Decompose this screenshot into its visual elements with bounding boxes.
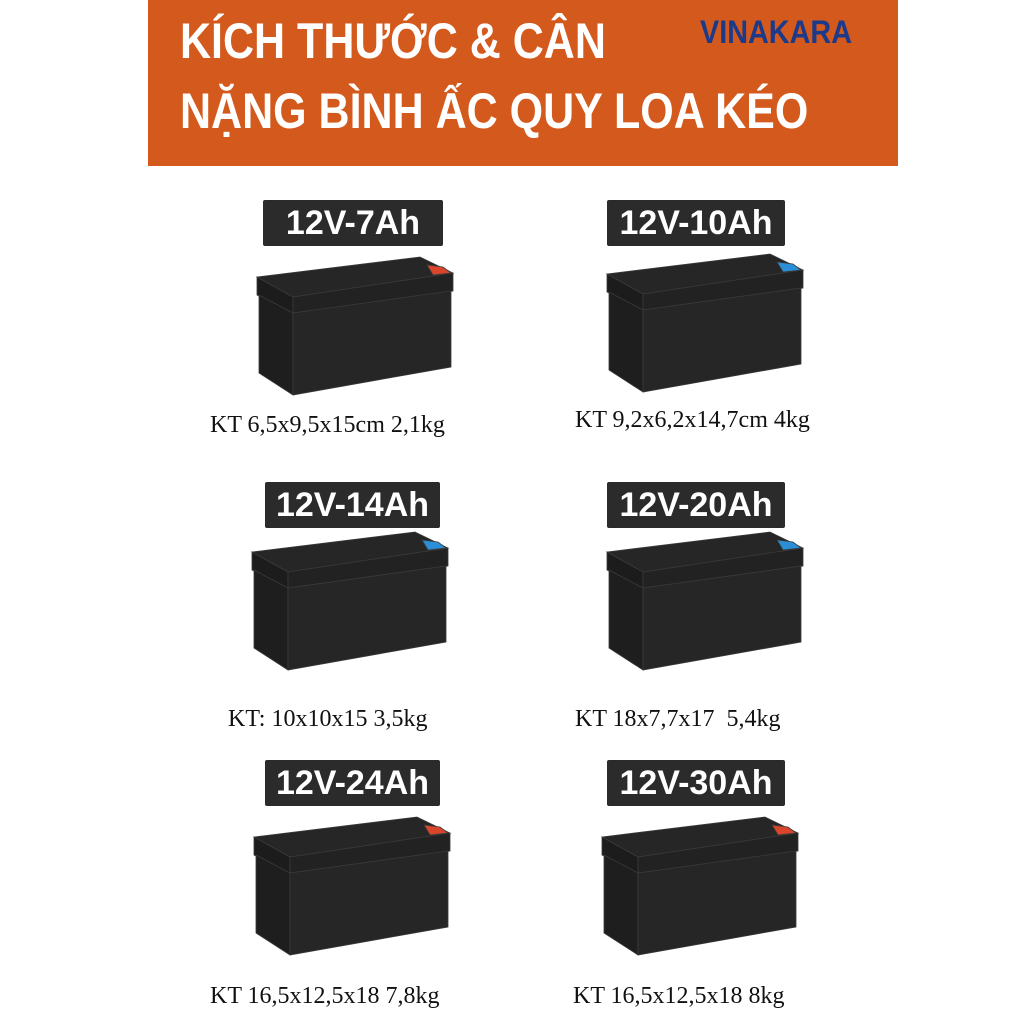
battery-image bbox=[605, 531, 805, 671]
battery-lid-front bbox=[637, 832, 799, 874]
battery-lid-front bbox=[289, 832, 451, 874]
capacity-label: 12V-24Ah bbox=[265, 760, 440, 806]
battery-side bbox=[253, 569, 289, 671]
battery-lid-front bbox=[287, 547, 449, 589]
battery-image bbox=[600, 816, 800, 956]
battery-side bbox=[255, 854, 291, 956]
battery-terminal bbox=[771, 824, 798, 836]
battery-image bbox=[255, 256, 455, 396]
spec-caption: KT 16,5x12,5x18 7,8kg bbox=[210, 983, 440, 1009]
capacity-label: 12V-20Ah bbox=[607, 482, 785, 528]
header-banner: KÍCH THƯỚC & CÂN NẶNG BÌNH ẤC QUY LOA KÉ… bbox=[148, 0, 898, 166]
battery-front bbox=[287, 565, 447, 671]
spec-caption: KT 18x7,7x17 5,4kg bbox=[575, 706, 781, 732]
battery-image bbox=[250, 531, 450, 671]
battery-lid-front bbox=[642, 547, 804, 589]
battery-front bbox=[642, 565, 802, 671]
spec-caption: KT 16,5x12,5x18 8kg bbox=[573, 983, 785, 1009]
capacity-label: 12V-30Ah bbox=[607, 760, 785, 806]
battery-image bbox=[605, 253, 805, 393]
title-line-1: KÍCH THƯỚC & CÂN bbox=[180, 13, 606, 69]
battery-front bbox=[292, 290, 452, 396]
battery-side bbox=[608, 569, 644, 671]
battery-front bbox=[642, 287, 802, 393]
capacity-label: 12V-14Ah bbox=[265, 482, 440, 528]
battery-terminal bbox=[776, 261, 803, 273]
battery-front bbox=[637, 850, 797, 956]
battery-front bbox=[289, 850, 449, 956]
spec-caption: KT 9,2x6,2x14,7cm 4kg bbox=[575, 407, 810, 433]
battery-terminal bbox=[423, 824, 450, 836]
spec-caption: KT 6,5x9,5x15cm 2,1kg bbox=[210, 412, 445, 438]
battery-side bbox=[608, 291, 644, 393]
title-line-2: NẶNG BÌNH ẤC QUY LOA KÉO bbox=[180, 83, 809, 139]
brand-logo: VINAKARA bbox=[700, 14, 853, 50]
battery-side bbox=[603, 854, 639, 956]
battery-terminal bbox=[421, 539, 448, 551]
spec-caption: KT: 10x10x15 3,5kg bbox=[228, 706, 428, 732]
battery-side bbox=[258, 294, 294, 396]
battery-terminal bbox=[776, 539, 803, 551]
battery-terminal bbox=[426, 264, 453, 276]
battery-lid-front bbox=[642, 269, 804, 311]
battery-image bbox=[252, 816, 452, 956]
capacity-label: 12V-10Ah bbox=[607, 200, 785, 246]
capacity-label: 12V-7Ah bbox=[263, 200, 443, 246]
battery-lid-front bbox=[292, 272, 454, 314]
